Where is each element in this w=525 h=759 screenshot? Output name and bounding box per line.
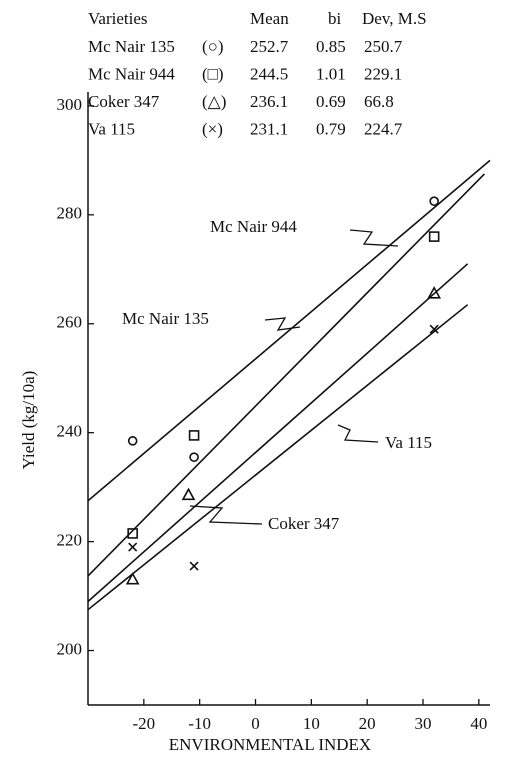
y-tick-label: 200 (57, 639, 83, 658)
point (127, 436, 138, 446)
annotation-arrows (189, 229, 399, 525)
y-tick-label: 260 (57, 313, 83, 332)
x-axis-label: ENVIRONMENTAL INDEX (169, 735, 371, 754)
legend-dev: 224.7 (364, 119, 403, 138)
legend-mean: 252.7 (250, 37, 289, 56)
legend-name: Coker 347 (88, 92, 160, 111)
regression-line (87, 304, 469, 611)
x-tick-label: 0 (251, 714, 260, 733)
point (128, 542, 138, 552)
x-tick-label: 30 (415, 714, 432, 733)
x-tick-label: 20 (359, 714, 376, 733)
legend-header: Dev, M.S (362, 9, 427, 28)
y-tick-label: 280 (57, 204, 83, 223)
legend-dev: 66.8 (364, 92, 394, 111)
x-tick-label: -20 (132, 714, 155, 733)
regression-line (87, 263, 469, 603)
legend-symbol: (□) (202, 64, 224, 83)
x-tick-label: -10 (188, 714, 211, 733)
point (181, 487, 196, 501)
point (189, 561, 199, 571)
legend-dev: 250.7 (364, 37, 403, 56)
legend-header: bi (328, 9, 342, 28)
legend-header: Varieties (88, 9, 147, 28)
regression-line (87, 159, 491, 502)
y-tick-label: 300 (57, 95, 83, 114)
legend-header: Mean (250, 9, 289, 28)
legend-symbol: (△) (202, 92, 226, 111)
legend-mean: 231.1 (250, 119, 288, 138)
point (188, 430, 200, 441)
regression-line (87, 173, 485, 577)
y-tick-label: 220 (57, 531, 83, 550)
point (127, 528, 138, 539)
point (429, 324, 439, 334)
legend-name: Mc Nair 135 (88, 37, 175, 56)
annotation: Coker 347 (268, 514, 340, 533)
y-tick-label: 240 (57, 422, 83, 441)
legend-name: Mc Nair 944 (88, 64, 175, 83)
annotation: Va 115 (385, 433, 432, 452)
legend-dev: 229.1 (364, 64, 402, 83)
legend-bi: 0.69 (316, 92, 346, 111)
point (125, 572, 140, 585)
legend-bi: 0.85 (316, 37, 346, 56)
point (189, 452, 199, 462)
point (428, 231, 440, 242)
legend-mean: 236.1 (250, 92, 288, 111)
legend-bi: 0.79 (316, 119, 346, 138)
x-tick-label: 10 (303, 714, 320, 733)
legend-name: Va 115 (88, 119, 135, 138)
legend-symbol: (○) (202, 37, 224, 56)
x-tick-label: 40 (470, 714, 487, 733)
annotation: Mc Nair 944 (210, 217, 297, 236)
point (429, 196, 439, 207)
legend-mean: 244.5 (250, 64, 288, 83)
annotation: Mc Nair 135 (122, 309, 209, 328)
point (427, 286, 442, 299)
y-axis-label: Yield (kg/10a) (19, 371, 38, 470)
legend-bi: 1.01 (316, 64, 346, 83)
legend-symbol: (×) (202, 119, 223, 138)
